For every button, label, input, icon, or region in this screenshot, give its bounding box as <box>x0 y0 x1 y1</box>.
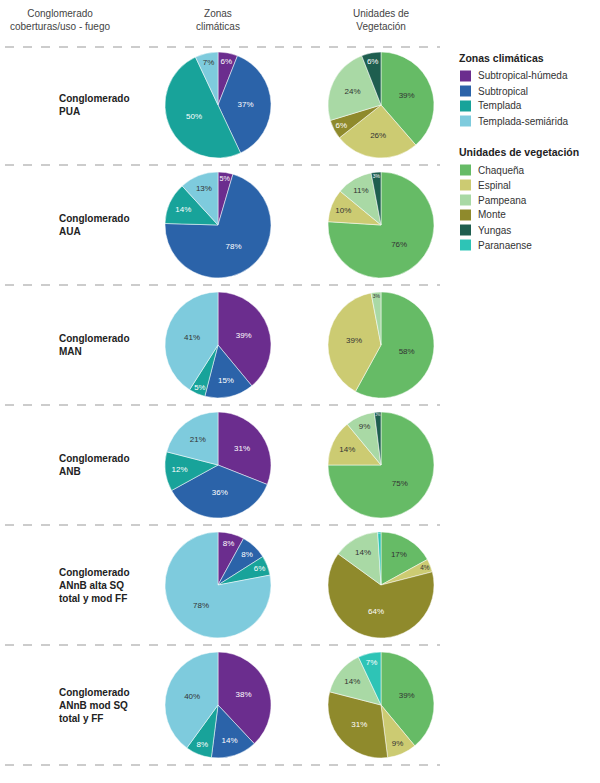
svg-text:76%: 76% <box>391 240 407 249</box>
svg-text:Zonasclimáticas: Zonasclimáticas <box>196 8 240 32</box>
svg-text:14%: 14% <box>221 736 237 745</box>
svg-text:Subtropical-húmeda: Subtropical-húmeda <box>478 70 568 81</box>
svg-text:8%: 8% <box>241 550 253 559</box>
svg-text:8%: 8% <box>197 740 209 749</box>
svg-text:7%: 7% <box>366 658 378 667</box>
svg-text:31%: 31% <box>351 720 367 729</box>
svg-text:Conglomeradocoberturas/uso - f: Conglomeradocoberturas/uso - fuego <box>10 8 110 32</box>
svg-text:24%: 24% <box>345 87 361 96</box>
svg-text:58%: 58% <box>399 347 415 356</box>
svg-text:Templada-semiárida: Templada-semiárida <box>478 116 568 127</box>
svg-text:Subtropical: Subtropical <box>478 86 528 97</box>
svg-text:9%: 9% <box>392 739 404 748</box>
svg-text:11%: 11% <box>353 186 368 195</box>
svg-text:14%: 14% <box>355 548 371 557</box>
svg-text:Yungas: Yungas <box>478 225 511 236</box>
svg-text:6%: 6% <box>367 57 379 66</box>
svg-text:41%: 41% <box>184 333 200 342</box>
svg-text:9%: 9% <box>359 422 371 431</box>
svg-text:6%: 6% <box>221 57 233 66</box>
svg-text:6%: 6% <box>336 121 348 130</box>
svg-text:14%: 14% <box>344 677 360 686</box>
svg-text:39%: 39% <box>399 691 415 700</box>
svg-text:3%: 3% <box>373 294 381 299</box>
svg-text:38%: 38% <box>236 690 252 699</box>
svg-text:4%: 4% <box>420 564 430 571</box>
svg-text:Unidades deVegetación: Unidades deVegetación <box>353 8 410 32</box>
svg-text:ConglomeradoMAN: ConglomeradoMAN <box>59 333 130 357</box>
svg-text:64%: 64% <box>368 607 384 616</box>
svg-text:3%: 3% <box>373 174 381 179</box>
svg-text:31%: 31% <box>234 444 250 453</box>
svg-text:Paranaense: Paranaense <box>478 240 532 251</box>
svg-text:5%: 5% <box>219 174 230 183</box>
svg-text:21%: 21% <box>190 435 206 444</box>
svg-text:14%: 14% <box>175 205 191 214</box>
svg-text:Unidades de vegetación: Unidades de vegetación <box>459 146 579 158</box>
svg-text:40%: 40% <box>184 692 200 701</box>
svg-text:ConglomeradoANnB alta SQtotal: ConglomeradoANnB alta SQtotal y mod FF <box>59 567 130 604</box>
svg-text:Zonas climáticas: Zonas climáticas <box>459 52 544 64</box>
svg-text:12%: 12% <box>172 465 188 474</box>
svg-text:Espinal: Espinal <box>478 180 511 191</box>
svg-text:1%: 1% <box>378 532 381 534</box>
svg-text:17%: 17% <box>391 550 407 559</box>
svg-text:10%: 10% <box>335 206 351 215</box>
svg-text:5%: 5% <box>194 383 205 392</box>
svg-text:75%: 75% <box>392 479 408 488</box>
svg-text:39%: 39% <box>399 91 415 100</box>
svg-text:36%: 36% <box>212 488 228 497</box>
svg-text:ConglomeradoANnB mod SQtotal y: ConglomeradoANnB mod SQtotal y FF <box>59 687 130 724</box>
svg-text:2%: 2% <box>375 413 380 417</box>
svg-text:78%: 78% <box>193 601 209 610</box>
svg-text:6%: 6% <box>254 564 266 573</box>
svg-text:ConglomeradoANB: ConglomeradoANB <box>59 453 130 477</box>
svg-text:39%: 39% <box>236 331 252 340</box>
svg-text:ConglomeradoPUA: ConglomeradoPUA <box>59 93 130 117</box>
svg-text:14%: 14% <box>339 445 355 454</box>
svg-text:26%: 26% <box>370 131 386 140</box>
svg-text:37%: 37% <box>238 100 254 109</box>
svg-text:7%: 7% <box>203 58 215 67</box>
svg-text:50%: 50% <box>186 112 202 121</box>
svg-text:78%: 78% <box>226 242 242 251</box>
svg-text:Pampeana: Pampeana <box>478 195 527 206</box>
svg-text:ConglomeradoAUA: ConglomeradoAUA <box>59 213 130 237</box>
svg-text:15%: 15% <box>218 376 234 385</box>
svg-text:8%: 8% <box>223 539 235 548</box>
svg-text:13%: 13% <box>196 184 212 193</box>
svg-text:Chaqueña: Chaqueña <box>478 165 525 176</box>
svg-text:Templada: Templada <box>478 100 522 111</box>
svg-text:39%: 39% <box>346 336 362 345</box>
svg-text:Monte: Monte <box>478 209 506 220</box>
